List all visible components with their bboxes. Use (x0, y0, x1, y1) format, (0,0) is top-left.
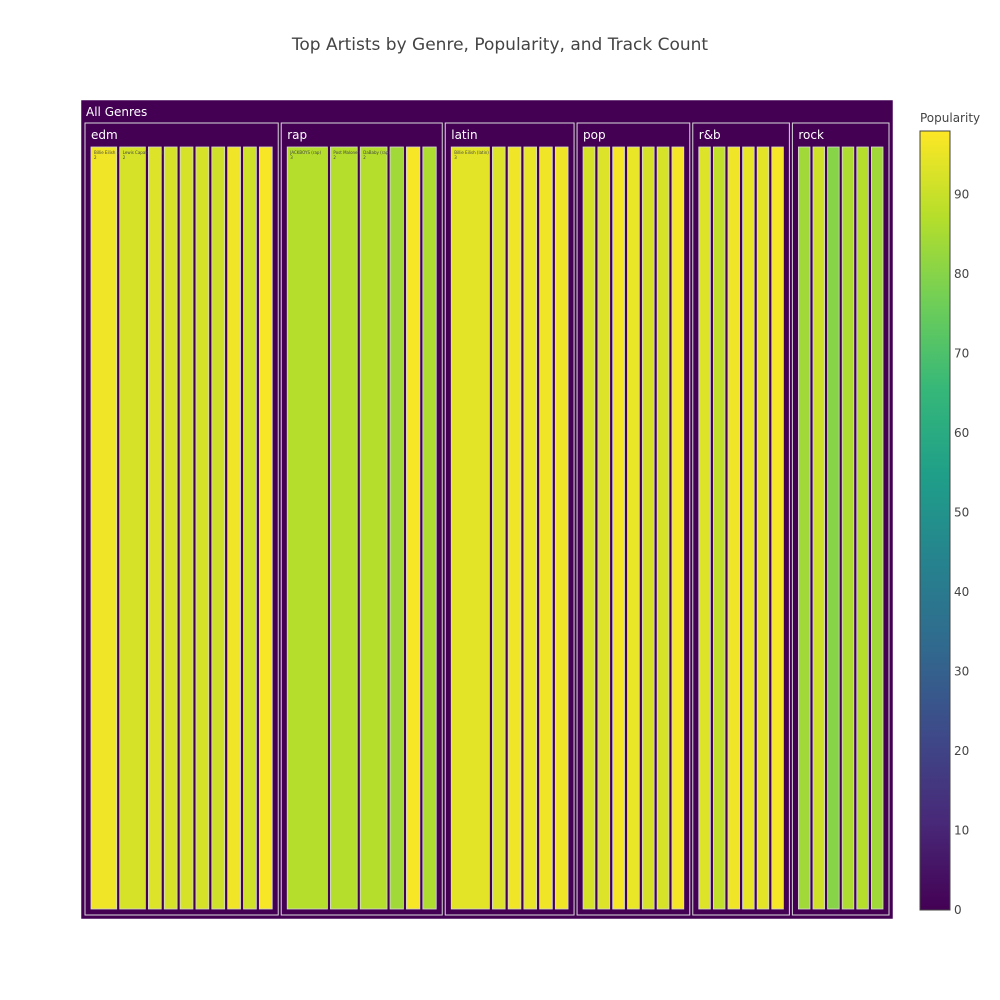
colorbar-tick-label: 80 (954, 267, 969, 281)
chart-title: Top Artists by Genre, Popularity, and Tr… (291, 35, 709, 55)
colorbar-tick-label: 20 (954, 744, 969, 758)
artist-label: DaBaby (rap) (363, 150, 390, 155)
artist-tile[interactable] (641, 146, 655, 910)
artist-tile[interactable] (597, 146, 611, 910)
artist-tile[interactable] (797, 146, 811, 910)
artist-tile[interactable] (148, 146, 162, 910)
artist-label: JACKBOYS (rap) (289, 150, 321, 155)
artist-tile[interactable] (422, 146, 437, 910)
artist-track-count: 3 (454, 155, 457, 160)
artist-track-count: 2 (333, 155, 336, 160)
colorbar-ticks: 0 10 20 30 40 50 60 70 80 90 (954, 188, 969, 917)
genre-label: rock (798, 128, 824, 142)
genre-group-latin: latin Billie Eilish (latin)3 (444, 122, 575, 916)
artist-tile[interactable] (698, 146, 711, 910)
artist-tile[interactable] (627, 146, 640, 910)
artist-tile[interactable] (492, 146, 506, 910)
colorbar-gradient (919, 130, 951, 911)
colorbar-tick-label: 90 (954, 188, 969, 202)
artist-tile[interactable] (179, 146, 194, 910)
artist-tile[interactable] (554, 146, 569, 910)
artist-track-count: 2 (94, 155, 97, 160)
artist-tile[interactable] (523, 146, 538, 910)
colorbar: Popularity 0 10 20 30 40 50 60 70 80 90 (919, 111, 980, 917)
colorbar-tick-label: 10 (954, 824, 969, 838)
artist-tile[interactable] (211, 146, 226, 910)
artist-tile[interactable] (742, 146, 755, 910)
artist-tile[interactable] (359, 146, 388, 910)
genre-group-rb: r&b (692, 122, 790, 916)
artist-track-count: 2 (363, 155, 366, 160)
artist-tile[interactable] (827, 146, 840, 910)
colorbar-tick-label: 70 (954, 347, 969, 361)
artist-tile[interactable] (756, 146, 770, 910)
artist-tile[interactable] (450, 146, 490, 910)
artist-tile[interactable] (507, 146, 522, 910)
artist-tile[interactable] (856, 146, 869, 910)
artist-label: Post Malone (rap) (333, 150, 369, 155)
artist-tile[interactable] (671, 146, 685, 910)
artist-tile[interactable] (771, 146, 784, 910)
genre-label: pop (583, 128, 606, 142)
artist-tile[interactable] (812, 146, 825, 910)
artist-tile[interactable] (539, 146, 553, 910)
artist-tile[interactable] (286, 146, 328, 910)
genre-label: rap (287, 128, 307, 142)
colorbar-tick-label: 40 (954, 585, 969, 599)
genre-group-pop: pop (576, 122, 691, 916)
artist-tile[interactable] (727, 146, 740, 910)
artist-track-count: 2 (123, 155, 126, 160)
genre-label: latin (451, 128, 477, 142)
root-label: All Genres (86, 105, 147, 119)
artist-label: Lewis Capaldi (edm) (123, 150, 164, 155)
colorbar-title: Popularity (920, 111, 980, 125)
colorbar-tick-label: 30 (954, 665, 969, 679)
artist-tile[interactable] (227, 146, 241, 910)
genre-label: edm (91, 128, 118, 142)
artist-tile[interactable] (712, 146, 726, 910)
colorbar-tick-label: 0 (954, 903, 962, 917)
artist-label: Billie Eilish (latin) (454, 150, 489, 155)
artist-tile[interactable] (406, 146, 421, 910)
artist-tile[interactable] (330, 146, 358, 910)
artist-track-count: 3 (290, 155, 293, 160)
artist-tile[interactable] (841, 146, 855, 910)
artist-tile[interactable] (582, 146, 596, 910)
artist-tile[interactable] (119, 146, 146, 910)
artist-tile[interactable] (195, 146, 210, 910)
artist-tile[interactable] (258, 146, 273, 910)
genre-group-rock: rock (791, 122, 890, 916)
artist-tile[interactable] (243, 146, 257, 910)
artist-tile[interactable] (389, 146, 404, 910)
artist-tile[interactable] (90, 146, 118, 910)
genre-label: r&b (699, 128, 721, 142)
artist-tile[interactable] (656, 146, 670, 910)
artist-tile[interactable] (163, 146, 178, 910)
colorbar-tick-label: 60 (954, 426, 969, 440)
artist-tile[interactable] (612, 146, 625, 910)
artist-label: Billie Eilish (edm) (94, 150, 129, 155)
colorbar-tick-label: 50 (954, 506, 969, 520)
artist-tile[interactable] (870, 146, 884, 910)
